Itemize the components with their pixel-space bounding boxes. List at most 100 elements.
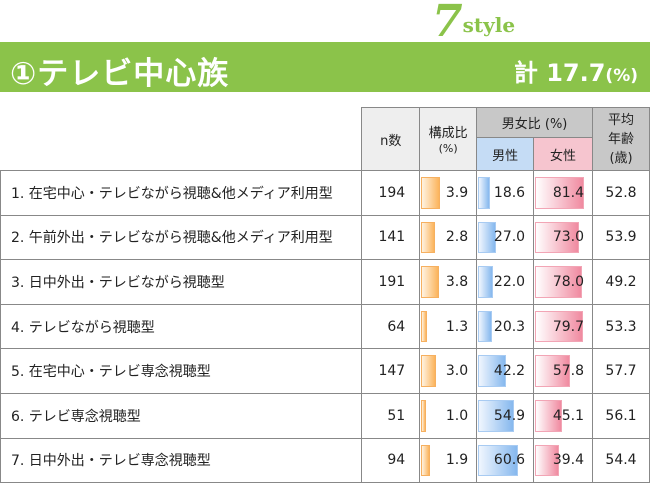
composition-cell: 1.0: [419, 392, 478, 439]
male-bar: [478, 399, 515, 432]
composition-value: 3.9: [445, 184, 469, 201]
avg-age-value: 53.9: [592, 214, 650, 261]
header-age-line1: 平均: [608, 112, 635, 128]
male-value: 18.6: [493, 184, 526, 201]
segment-label: 2. 午前外出・テレビながら視聴&他メディア利用型: [0, 214, 363, 261]
header-n: n数: [361, 107, 421, 171]
male-cell: 20.3: [476, 303, 535, 350]
header-composition-label: 構成比: [428, 126, 468, 141]
composition-value: 3.8: [445, 273, 469, 290]
female-cell: 81.4: [533, 170, 594, 216]
male-cell: 27.0: [476, 214, 535, 261]
table-row: 3. 日中外出・テレビながら視聴型 191 3.8 22.0 78.0 49.2: [0, 259, 650, 305]
composition-bar: [421, 444, 431, 477]
composition-cell: 2.8: [419, 214, 478, 261]
composition-cell: 1.9: [419, 437, 478, 483]
composition-value: 1.3: [445, 318, 469, 335]
composition-bar: [421, 221, 435, 254]
total-unit: (%): [605, 66, 638, 86]
title-banner: ①テレビ中心族 計 17.7(%): [0, 42, 650, 92]
male-value: 42.2: [493, 363, 526, 380]
segment-label: 3. 日中外出・テレビながら視聴型: [0, 259, 363, 305]
female-value: 81.4: [552, 184, 585, 201]
female-cell: 73.0: [533, 214, 594, 261]
n-value: 147: [361, 348, 421, 394]
male-bar: [478, 266, 493, 298]
male-value: 54.9: [493, 407, 526, 424]
table-row: 6. テレビ専念視聴型 51 1.0 54.9 45.1 56.1: [0, 392, 650, 439]
composition-bar: [421, 399, 426, 432]
female-cell: 39.4: [533, 437, 594, 483]
female-value: 57.8: [552, 363, 585, 380]
male-value: 20.3: [493, 318, 526, 335]
n-value: 141: [361, 214, 421, 261]
male-value: 22.0: [493, 273, 526, 290]
total-share: 計 17.7(%): [514, 53, 638, 88]
n-value: 51: [361, 392, 421, 439]
n-value: 191: [361, 259, 421, 305]
segment-label: 1. 在宅中心・テレビながら視聴&他メディア利用型: [0, 170, 363, 216]
segment-label: 4. テレビながら視聴型: [0, 303, 363, 350]
female-bar: [535, 444, 559, 477]
female-value: 39.4: [552, 452, 585, 469]
header-female: 女性: [533, 137, 594, 171]
female-cell: 45.1: [533, 392, 594, 439]
male-cell: 54.9: [476, 392, 535, 439]
composition-bar: [421, 266, 440, 298]
composition-cell: 1.3: [419, 303, 478, 350]
composition-value: 1.0: [445, 407, 469, 424]
male-bar: [478, 310, 492, 343]
header-gender-ratio: 男女比 (%): [476, 107, 594, 138]
male-value: 60.6: [493, 452, 526, 469]
n-value: 194: [361, 170, 421, 216]
female-value: 78.0: [552, 273, 585, 290]
segment-label: 6. テレビ専念視聴型: [0, 392, 363, 439]
female-value: 79.7: [552, 318, 585, 335]
avg-age-value: 57.7: [592, 348, 650, 394]
male-bar: [478, 355, 506, 387]
segment-table: n数 構成比 (%) 男女比 (%) 平均年齢 (歳) 男性 女性 1. 在宅中心・…: [0, 107, 650, 483]
composition-value: 3.0: [445, 363, 469, 380]
composition-cell: 3.0: [419, 348, 478, 394]
male-cell: 22.0: [476, 259, 535, 305]
female-bar: [535, 221, 579, 254]
segment-label: 5. 在宅中心・テレビ専念視聴型: [0, 348, 363, 394]
avg-age-value: 56.1: [592, 392, 650, 439]
avg-age-value: 49.2: [592, 259, 650, 305]
male-cell: 18.6: [476, 170, 535, 216]
header-age-line2: 年齢: [608, 131, 635, 147]
blank-header: [1, 108, 362, 171]
composition-bar: [421, 310, 428, 343]
female-bar: [535, 355, 570, 387]
header-composition-unit: (%): [438, 142, 458, 155]
female-bar: [535, 399, 563, 432]
table-row: 2. 午前外出・テレビながら視聴&他メディア利用型 141 2.8 27.0 73.0 5…: [0, 214, 650, 261]
n-value: 64: [361, 303, 421, 350]
male-bar: [478, 444, 519, 477]
composition-bar: [421, 355, 436, 387]
male-cell: 60.6: [476, 437, 535, 483]
segment-label: 7. 日中外出・テレビ専念視聴型: [0, 437, 363, 483]
composition-value: 2.8: [445, 229, 469, 246]
avg-age-value: 53.3: [592, 303, 650, 350]
style-badge: 7style: [432, 0, 515, 44]
composition-bar: [421, 177, 440, 209]
header-age-line3: (歳): [609, 150, 633, 166]
female-bar: [535, 310, 583, 343]
composition-cell: 3.8: [419, 259, 478, 305]
male-bar: [478, 221, 496, 254]
female-bar: [535, 266, 582, 298]
header-composition: 構成比 (%): [419, 107, 478, 171]
header-male: 男性: [476, 137, 535, 171]
female-value: 73.0: [552, 229, 585, 246]
avg-age-value: 54.4: [592, 437, 650, 483]
header-avg-age: 平均年齢 (歳): [592, 107, 650, 171]
male-bar: [478, 177, 491, 209]
n-value: 94: [361, 437, 421, 483]
composition-cell: 3.9: [419, 170, 478, 216]
female-cell: 78.0: [533, 259, 594, 305]
table-row: 4. テレビながら視聴型 64 1.3 20.3 79.7 53.3: [0, 303, 650, 350]
badge-number: 7: [432, 0, 463, 47]
table-row: 5. 在宅中心・テレビ専念視聴型 147 3.0 42.2 57.8 57.7: [0, 348, 650, 394]
male-cell: 42.2: [476, 348, 535, 394]
